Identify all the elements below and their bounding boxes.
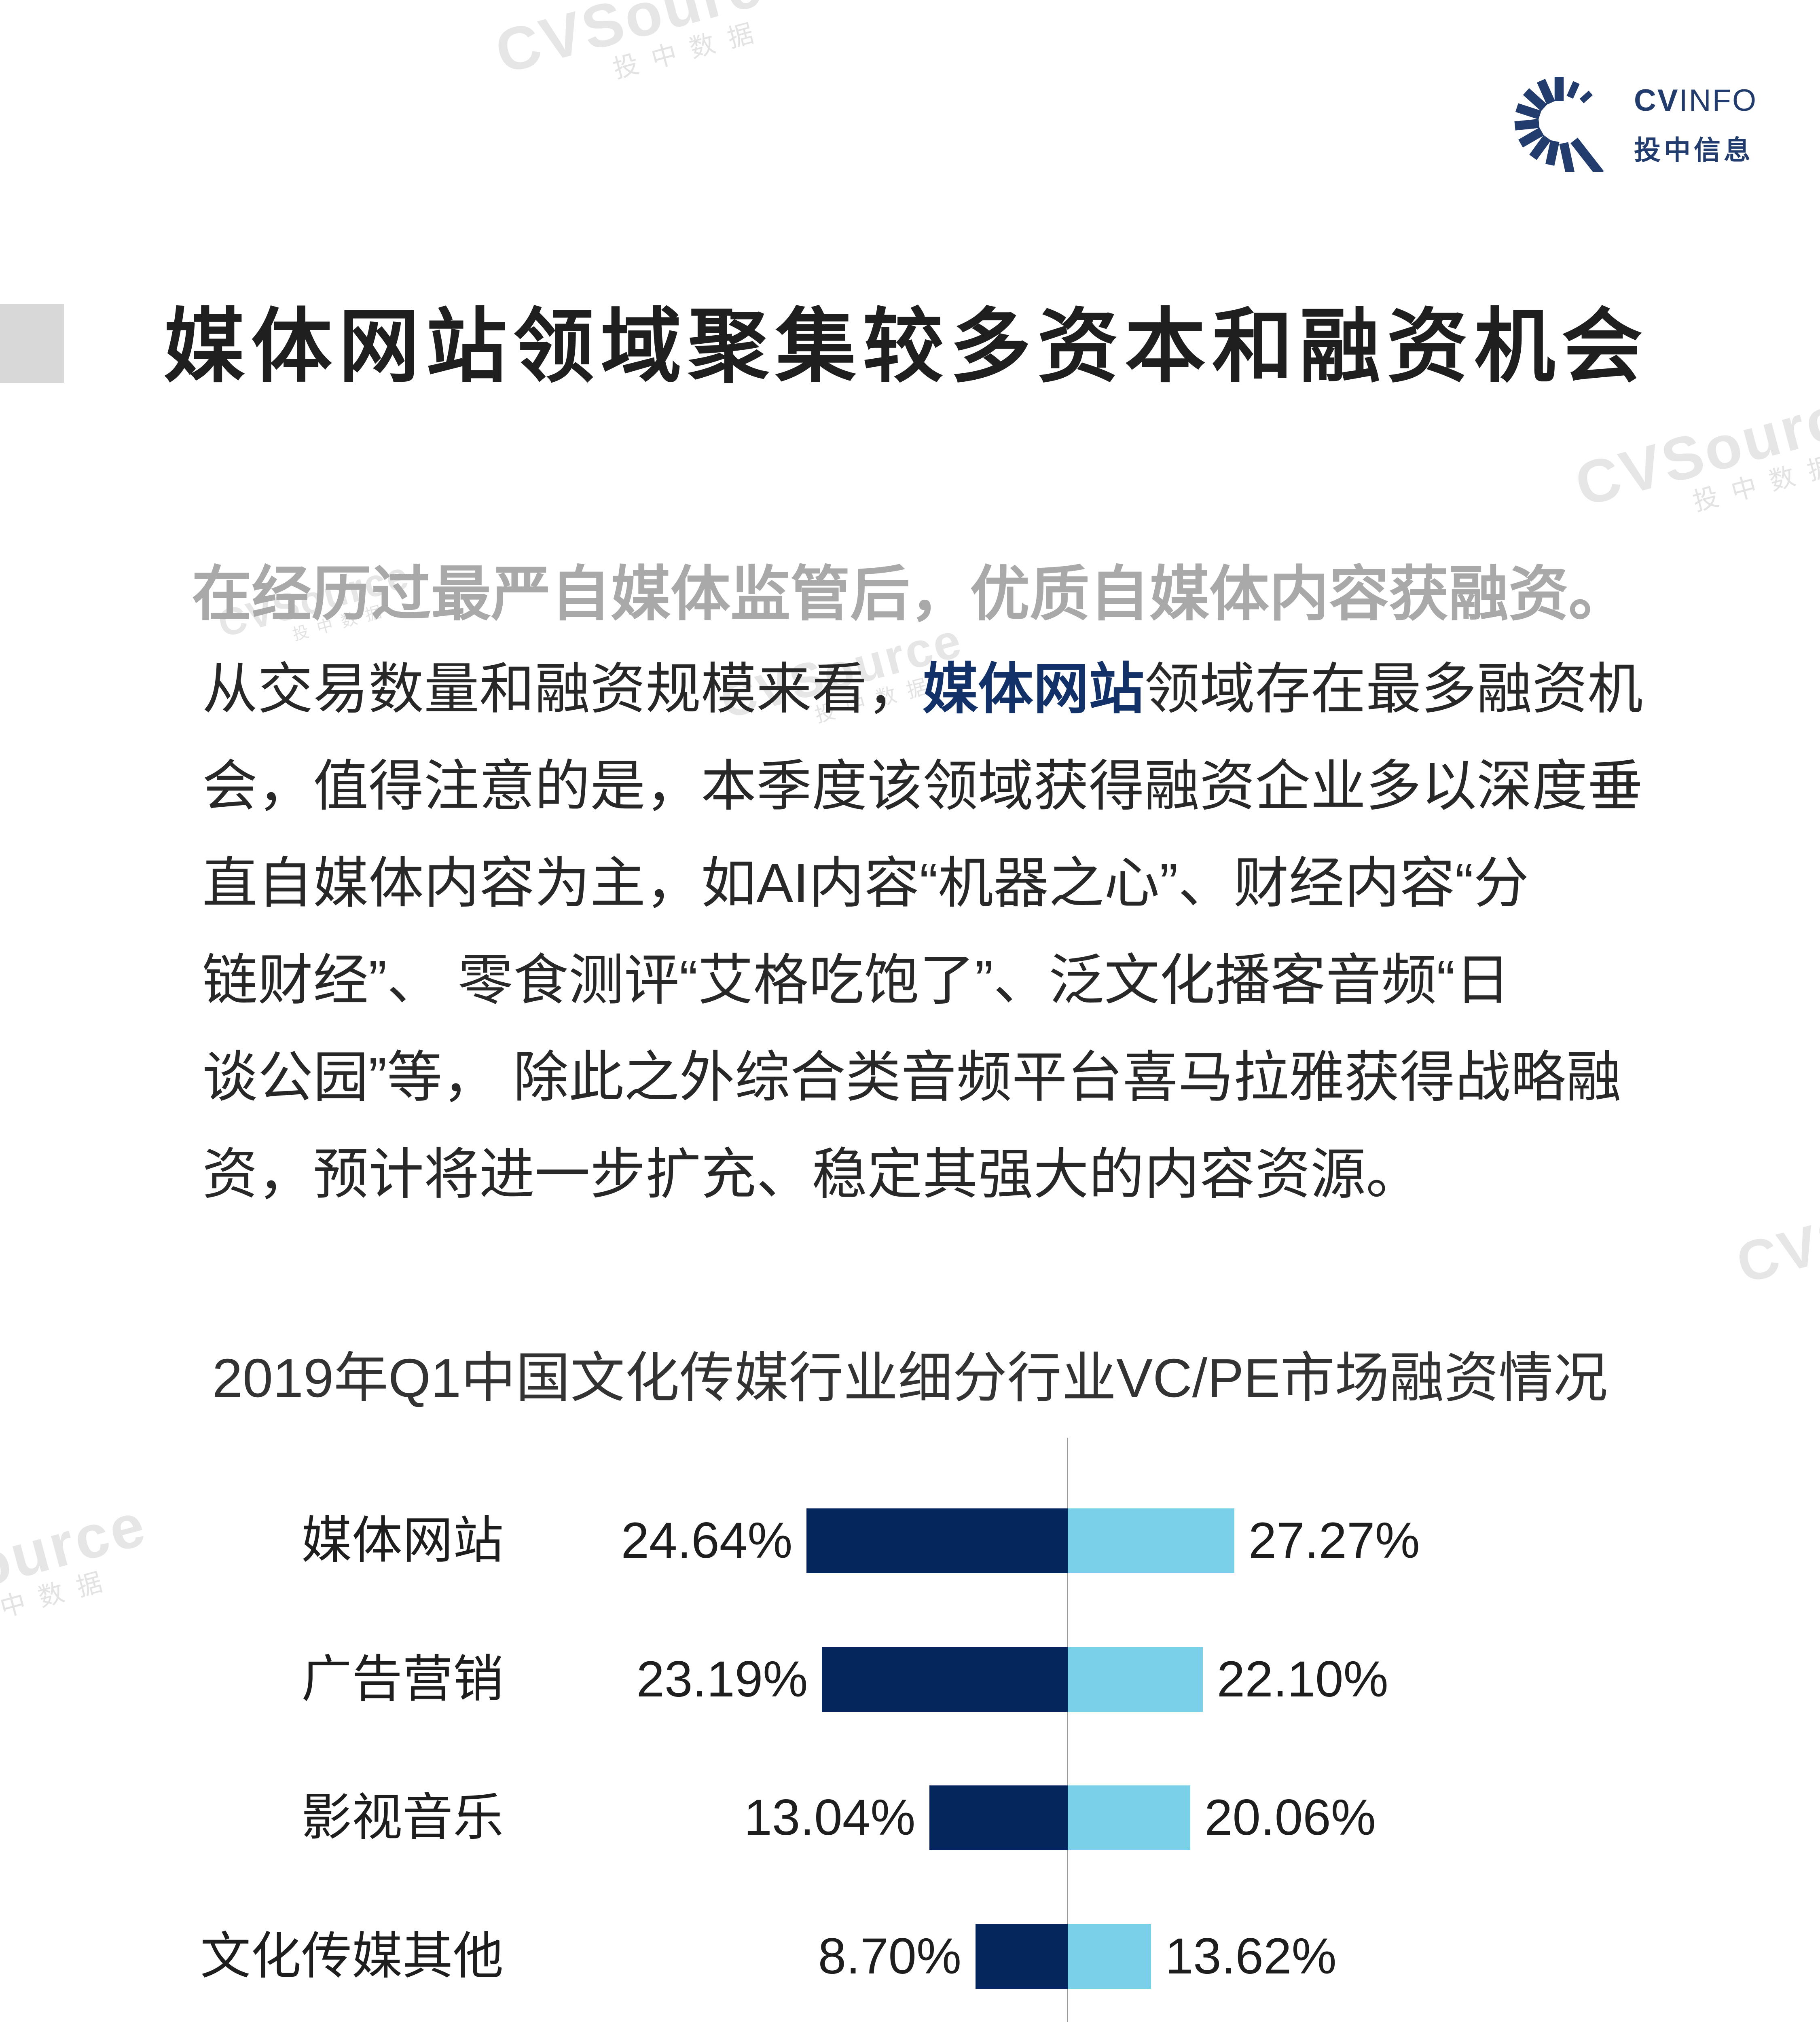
chart-category-label: 广告营销 <box>301 1651 504 1707</box>
page-title: 媒体网站领域聚集较多资本和融资机会 <box>164 302 1649 392</box>
cvinfo-starburst-icon <box>1514 77 1604 172</box>
bar-deal-count <box>976 1924 1068 1989</box>
chart-row: 媒体网站 24.64% 27.27% <box>0 1472 1820 1610</box>
chart-right-value: 20.06% <box>1204 1789 1376 1846</box>
chart-left-value: 24.64% <box>621 1512 793 1569</box>
bar-deal-count <box>806 1508 1068 1573</box>
brand-logo: CVINFO 投中信息 <box>1509 71 1759 176</box>
chart-category-label: 文化传媒其他 <box>200 1928 504 1984</box>
brand-name-cv: CV <box>1634 83 1679 118</box>
bar-deal-scale <box>1068 1647 1203 1712</box>
brand-name-info: INFO <box>1679 83 1758 118</box>
chart-left-value: 8.70% <box>818 1928 962 1984</box>
bar-deal-count <box>822 1647 1068 1712</box>
brand-name-cn: 投中信息 <box>1634 135 1754 165</box>
brand-logo-text: CVINFO 投中信息 <box>1634 83 1757 167</box>
body-paragraph: 从交易数量和融资规模来看，媒体网站领域存在最多融资机 会，值得注意的是，本季度该… <box>202 641 1650 1223</box>
chart-center-axis <box>1067 1438 1068 2022</box>
chart-row: 广告营销 23.19% 22.10% <box>0 1610 1820 1749</box>
chart-right-value: 27.27% <box>1248 1512 1420 1569</box>
chart-row: 文化传媒其他 8.70% 13.62% <box>0 1887 1820 2022</box>
paragraph-highlight: 媒体网站 <box>923 658 1145 720</box>
chart-category-label: 影视音乐 <box>301 1789 504 1846</box>
bar-deal-scale <box>1068 1924 1151 1989</box>
chart-category-label: 媒体网站 <box>301 1512 504 1569</box>
bar-deal-scale <box>1068 1508 1234 1573</box>
chart-row: 影视音乐 13.04% 20.06% <box>0 1749 1820 1887</box>
chart-left-value: 13.04% <box>744 1789 916 1846</box>
bar-deal-count <box>929 1785 1068 1850</box>
bar-deal-scale <box>1068 1785 1190 1850</box>
chart-title: 2019年Q1中国文化传媒行业细分行业VC/PE市场融资情况 <box>212 1347 1608 1409</box>
brand-name-en: CVINFO <box>1634 83 1757 118</box>
paragraph-text-after: 领域存在最多融资机 会，值得注意的是，本季度该领域获得融资企业多以深度垂 直自媒… <box>202 658 1643 1206</box>
watermark-brand: CVSource <box>1730 1159 1820 1295</box>
chart-right-value: 22.10% <box>1217 1651 1388 1707</box>
title-accent-block <box>0 304 64 383</box>
paragraph-text-before: 从交易数量和融资规模来看， <box>202 658 923 720</box>
chart-right-value: 13.62% <box>1165 1928 1337 1984</box>
chart-left-value: 23.19% <box>636 1651 808 1707</box>
page-subtitle: 在经历过最严自媒体监管后，优质自媒体内容获融资。 <box>192 561 1628 628</box>
